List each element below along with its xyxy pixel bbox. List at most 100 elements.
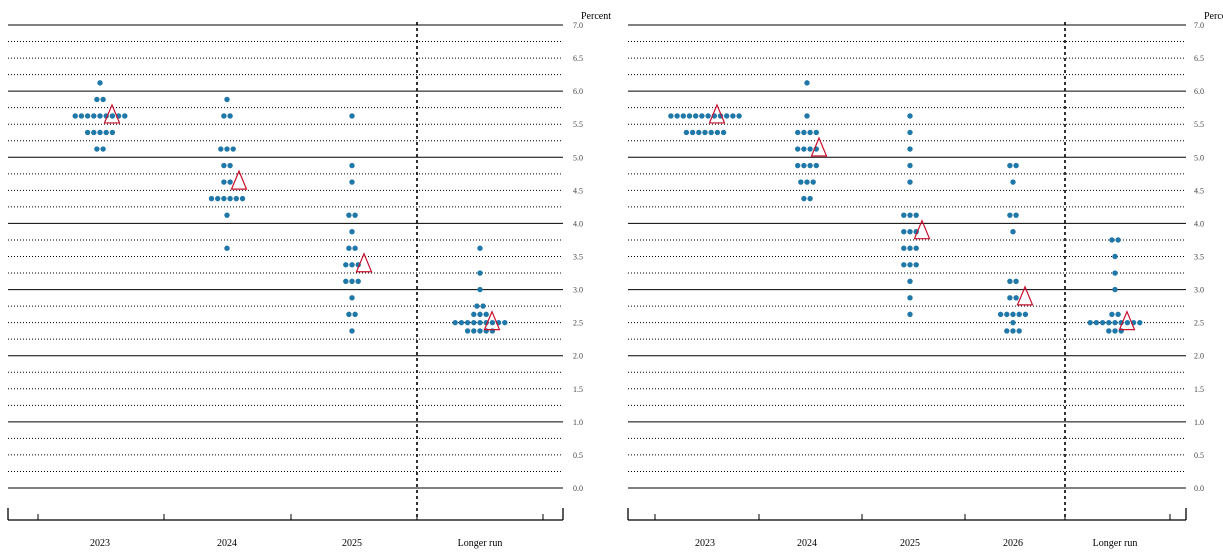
participant-dot xyxy=(907,113,913,119)
participant-dot xyxy=(807,129,813,136)
participant-dot xyxy=(907,212,913,218)
y-tick-label: 0.5 xyxy=(1194,451,1204,460)
y-tick-label: 1.0 xyxy=(1194,418,1204,427)
participant-dot xyxy=(452,319,458,326)
participant-dot xyxy=(215,195,221,202)
participant-dot xyxy=(221,195,227,202)
participant-dot xyxy=(352,245,358,251)
participant-dot xyxy=(343,262,349,268)
participant-dot xyxy=(801,146,807,152)
participant-dot xyxy=(736,113,742,119)
participant-dot xyxy=(1013,278,1019,285)
participant-dot xyxy=(1010,179,1016,185)
y-tick-label: 5.0 xyxy=(1194,153,1204,162)
projection-group xyxy=(208,96,248,251)
participant-dot xyxy=(100,96,106,103)
participant-dot xyxy=(1112,328,1118,334)
y-tick-label: 0.5 xyxy=(573,451,583,460)
participant-dot xyxy=(997,311,1004,318)
median-triangle xyxy=(483,310,501,331)
participant-dot xyxy=(471,328,477,334)
participant-dot xyxy=(674,113,680,119)
participant-dot xyxy=(471,311,477,318)
participant-dot xyxy=(477,319,483,326)
participant-dot xyxy=(1087,319,1093,326)
participant-dot xyxy=(122,113,128,119)
participant-dot xyxy=(489,319,496,326)
participant-dot xyxy=(730,113,736,119)
participant-dot xyxy=(477,286,483,293)
participant-dot xyxy=(795,146,801,152)
participant-dot xyxy=(94,146,100,152)
participant-dot xyxy=(686,113,693,119)
participant-dot xyxy=(91,113,97,119)
participant-dot xyxy=(483,311,489,318)
participant-dot xyxy=(1007,278,1013,285)
participant-dot xyxy=(346,212,352,218)
participant-dot xyxy=(720,129,727,136)
participant-dot xyxy=(227,113,233,119)
participant-dot xyxy=(349,162,355,169)
participant-dot xyxy=(1010,319,1016,326)
y-tick-label: 2.5 xyxy=(573,319,583,328)
projection-group xyxy=(668,103,742,136)
participant-dot xyxy=(804,80,810,86)
x-category-label: 2023 xyxy=(695,538,715,549)
participant-dot xyxy=(233,195,239,202)
participant-dot xyxy=(1022,311,1029,318)
participant-dot xyxy=(1109,311,1115,318)
participant-dot xyxy=(208,195,215,202)
projection-group xyxy=(1087,237,1143,334)
participant-dot xyxy=(696,129,702,136)
participant-dot xyxy=(97,80,103,86)
x-category-label: 2026 xyxy=(1003,538,1023,549)
x-category-label: Longer run xyxy=(458,538,503,549)
y-tick-label: 7.0 xyxy=(573,21,583,30)
y-tick-label: 4.0 xyxy=(1194,219,1204,228)
projection-group xyxy=(997,162,1034,334)
y-tick-label: 4.5 xyxy=(1194,186,1204,195)
panel-1: 7.0 6.5 6.0 5.5 5.0 4.5 4.0 3.5 3.0 2.5 2.0 1.5 1.0 0… xyxy=(7,11,611,549)
participant-dot xyxy=(239,195,246,202)
participant-dot xyxy=(477,245,483,251)
participant-dot xyxy=(907,129,913,136)
participant-dot xyxy=(1115,311,1121,318)
median-triangle xyxy=(1016,285,1034,306)
projection-group xyxy=(452,245,508,334)
participant-dot xyxy=(1010,328,1016,334)
x-category-label: 2025 xyxy=(342,538,362,549)
participant-dot xyxy=(1013,212,1019,218)
participant-dot xyxy=(907,295,913,301)
participant-dot xyxy=(1124,319,1131,326)
participant-dot xyxy=(801,162,807,169)
participant-dot xyxy=(97,129,103,136)
panel-2: 7.0 6.5 6.0 5.5 5.0 4.5 4.0 3.5 3.0 2.5 2.0 1.5 1.0 0… xyxy=(627,11,1223,549)
participant-dot xyxy=(1016,328,1022,334)
participant-dot xyxy=(1013,162,1019,169)
y-tick-label: 3.0 xyxy=(1194,286,1204,295)
participant-dot xyxy=(227,195,233,202)
participant-dot xyxy=(795,129,801,136)
participant-dot xyxy=(901,245,907,251)
participant-dot xyxy=(349,278,355,285)
y-tick-label: 6.5 xyxy=(1194,54,1204,63)
participant-dot xyxy=(699,113,705,119)
participant-dot xyxy=(349,179,355,185)
participant-dot xyxy=(1013,295,1019,301)
participant-dot xyxy=(1109,237,1115,243)
participant-dot xyxy=(474,303,480,309)
y-tick-label: 6.0 xyxy=(1194,87,1204,96)
projection-group xyxy=(795,80,828,202)
participant-dot xyxy=(913,212,919,218)
participant-dot xyxy=(224,96,230,103)
y-tick-label: 3.5 xyxy=(573,253,583,262)
participant-dot xyxy=(1137,319,1143,326)
participant-dot xyxy=(795,162,801,169)
participant-dot xyxy=(72,113,78,119)
participant-dot xyxy=(227,162,233,169)
participant-dot xyxy=(1112,319,1118,326)
participant-dot xyxy=(693,113,699,119)
median-triangle xyxy=(1118,310,1136,331)
y-tick-label: 2.0 xyxy=(573,352,583,361)
